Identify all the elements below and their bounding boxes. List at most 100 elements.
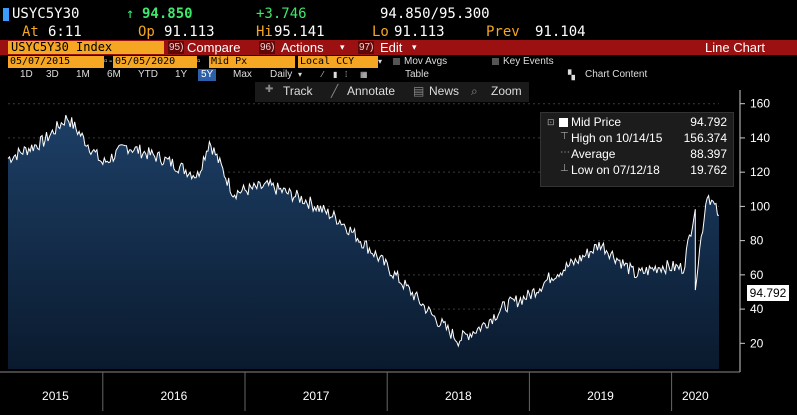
legend-low-label: Low on 07/12/18 — [571, 163, 660, 177]
mid-price-line — [7, 114, 720, 348]
line-style-icon[interactable]: ⁄ — [322, 70, 324, 79]
y-tick-label: 60 — [750, 268, 764, 282]
zoom-button[interactable]: Zoom — [491, 84, 522, 98]
candle-style-icon[interactable]: ⁞ — [345, 70, 348, 79]
chart-toolbar: ✚ Track ╱ Annotate ▤ News ⌕ Zoom — [255, 82, 529, 102]
field-selector[interactable]: Mid Px — [209, 56, 295, 68]
chart-legend[interactable]: ⊡ Mid Price 94.792 ⊤ High on 10/14/15 15… — [540, 112, 734, 187]
y-tick-label: 160 — [750, 97, 770, 111]
y-tick-label: 120 — [750, 165, 770, 179]
x-tick-label: 2018 — [445, 389, 472, 403]
news-icon[interactable]: ▤ — [413, 84, 425, 98]
calendar-icon[interactable]: ▫ — [104, 56, 108, 67]
up-arrow-icon: ↑ — [126, 6, 135, 22]
x-tick-label: 2017 — [303, 389, 330, 403]
y-tick-label: 40 — [750, 302, 764, 316]
news-button[interactable]: News — [429, 84, 460, 98]
checkbox-icon[interactable] — [393, 57, 400, 65]
range-row: 1D 3D 1M 6M YTD 1Y 5Y Max Daily ▾ ⁄ ▮ ⁞ … — [0, 69, 797, 81]
chart-content-icon[interactable]: ▚ — [568, 70, 575, 80]
mov-avgs-toggle[interactable]: Mov Avgs — [393, 56, 447, 68]
actions-number: 96) — [259, 41, 276, 54]
legend-low-value: 19.762 — [690, 163, 727, 177]
range-1y[interactable]: 1Y — [175, 69, 188, 80]
last-price: 94.850 — [142, 6, 193, 22]
currency-selector[interactable]: Local CCY — [298, 56, 378, 68]
edit-number: 97) — [358, 41, 375, 54]
legend-series-value: 94.792 — [690, 115, 727, 129]
prev-value: 91.104 — [535, 24, 586, 40]
mid-price-area — [8, 115, 719, 369]
checkbox-icon[interactable] — [492, 57, 499, 65]
open-label: Op — [138, 24, 155, 40]
x-tick-label: 2016 — [161, 389, 188, 403]
table-grid-icon[interactable]: ▦ — [360, 70, 368, 79]
range-5y[interactable]: 5Y — [198, 69, 217, 81]
key-events-toggle[interactable]: Key Events — [492, 56, 554, 68]
last-price-tag: 94.792 — [747, 285, 789, 301]
parameter-row: 05/07/2015 ▫ - 05/05/2020 ▫ Mid Px Local… — [0, 56, 797, 68]
range-3d[interactable]: 3D — [46, 69, 59, 80]
chart-type-label[interactable]: Line Chart — [705, 40, 765, 55]
range-1d[interactable]: 1D — [20, 69, 33, 80]
legend-handle-icon[interactable]: ⊡ — [547, 117, 555, 127]
chart-area[interactable]: 20 40 60 80 100 120 140 160 2015 2016 2017 2018 2019… — [0, 82, 797, 411]
at-time: 6:11 — [48, 24, 82, 40]
y-tick-label: 80 — [750, 234, 764, 248]
low-value: 91.113 — [394, 24, 445, 40]
edit-button[interactable]: Edit — [380, 40, 403, 55]
x-axis-band — [0, 372, 797, 411]
legend-high-label: High on 10/14/15 — [571, 131, 663, 145]
prev-label: Prev — [486, 24, 520, 40]
open-value: 91.113 — [164, 24, 215, 40]
chart-content-button[interactable]: Chart Content — [585, 69, 648, 80]
high-label: Hi — [256, 24, 273, 40]
annotate-button[interactable]: Annotate — [347, 84, 396, 98]
start-date-field[interactable]: 05/07/2015 — [8, 56, 104, 68]
period-dropdown-icon[interactable]: ▾ — [298, 70, 303, 79]
y-tick-label: 140 — [750, 131, 770, 145]
y-tick-label: 20 — [750, 336, 764, 350]
edit-dropdown-icon[interactable]: ▾ — [412, 42, 417, 52]
net-change: +3.746 — [256, 6, 307, 22]
key-events-label: Key Events — [503, 56, 554, 67]
quote-header-row1: USYC5Y30 ↑ 94.850 +3.746 94.850/95.300 — [0, 6, 797, 23]
end-date-field[interactable]: 05/05/2020 — [113, 56, 197, 68]
zoom-icon[interactable]: ⌕ — [471, 84, 478, 98]
range-1m[interactable]: 1M — [76, 69, 90, 80]
average-marker-icon: ⋯ — [560, 147, 570, 158]
x-tick-label: 2020 — [682, 389, 709, 403]
quote-header-row2: At 6:11 Op 91.113 Hi 95.141 Lo 91.113 Pr… — [0, 24, 797, 40]
security-field[interactable]: USYC5Y30 Index — [8, 41, 164, 54]
legend-high-value: 156.374 — [683, 131, 727, 145]
compare-number: 95) — [168, 41, 185, 54]
track-button[interactable]: Track — [283, 84, 313, 98]
price-chart[interactable]: 20 40 60 80 100 120 140 160 2015 2016 2017 2018 2019… — [0, 82, 797, 411]
table-button[interactable]: Table — [405, 69, 429, 80]
legend-avg-label: Average — [571, 147, 616, 161]
low-marker-icon: ⊥ — [560, 163, 569, 174]
date-separator: - — [109, 56, 113, 67]
ticker-symbol[interactable]: USYC5Y30 — [12, 6, 80, 22]
range-ytd[interactable]: YTD — [138, 69, 158, 80]
ticker-selection-marker — [3, 8, 9, 21]
actions-dropdown-icon[interactable]: ▾ — [340, 42, 345, 52]
calendar-icon[interactable]: ▫ — [197, 56, 201, 67]
period-selector[interactable]: Daily — [270, 69, 293, 80]
at-label: At — [22, 24, 39, 40]
bid-ask: 94.850/95.300 — [380, 6, 490, 22]
annotate-icon[interactable]: ╱ — [331, 84, 339, 98]
series-swatch — [559, 118, 568, 127]
actions-button[interactable]: Actions — [281, 40, 324, 55]
crosshair-icon[interactable]: ✚ — [265, 84, 274, 95]
bar-style-icon[interactable]: ▮ — [333, 70, 338, 79]
high-value: 95.141 — [274, 24, 325, 40]
y-tick-label: 100 — [750, 199, 770, 213]
compare-button[interactable]: Compare — [187, 40, 241, 55]
range-6m[interactable]: 6M — [107, 69, 121, 80]
legend-series-name: Mid Price — [571, 115, 622, 129]
legend-avg-value: 88.397 — [690, 147, 727, 161]
range-max[interactable]: Max — [233, 69, 252, 80]
x-tick-label: 2019 — [587, 389, 614, 403]
currency-dropdown-icon[interactable]: ▾ — [378, 57, 383, 66]
